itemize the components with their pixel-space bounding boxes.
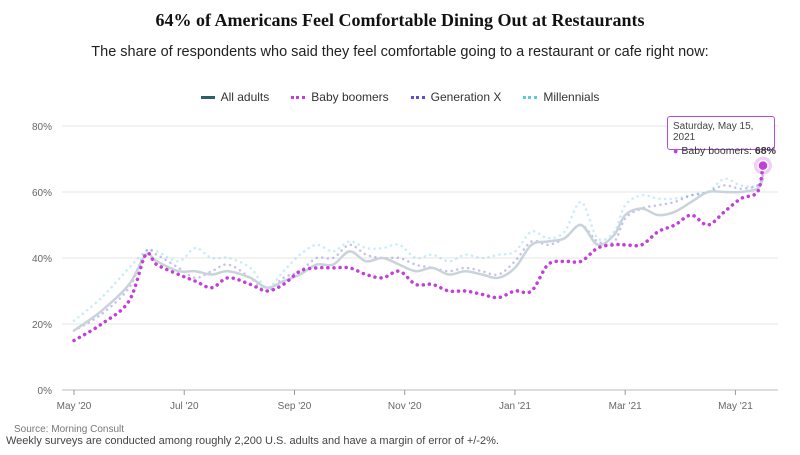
y-tick-label-0: 0% — [38, 386, 53, 397]
x-tick-label-6: May '21 — [718, 401, 753, 412]
y-tick-label-2: 40% — [32, 254, 52, 265]
x-tick-label-0: May '20 — [57, 401, 92, 412]
legend: All adults Baby boomers Generation X Mil… — [0, 90, 800, 104]
source-note: Source: Morning Consult — [14, 424, 125, 435]
axes: 0% 20% 40% 60% 80% May '20 Jul '20 Sep '20 Nov '… — [32, 122, 753, 412]
series-line-all-adults[interactable] — [72, 177, 765, 332]
legend-item-generation-x[interactable]: Generation X — [410, 90, 502, 104]
x-tick-label-5: Mar '21 — [609, 401, 642, 412]
legend-label-millennials: Millennials — [543, 90, 600, 104]
tooltip-date: Saturday, May 15, 2021 — [673, 121, 754, 143]
legend-swatch-millennials — [523, 95, 538, 99]
marker-group — [753, 156, 772, 175]
series-line-baby-boomers[interactable] — [72, 163, 765, 343]
footnote: Weekly surveys are conducted among rough… — [6, 435, 499, 447]
legend-swatch-generation-x — [410, 95, 425, 99]
legend-swatch-baby-boomers — [291, 95, 306, 99]
highlight-marker[interactable] — [757, 159, 769, 172]
series-line-millennials[interactable] — [72, 170, 765, 322]
tooltip-row: ● Baby boomers: 68% — [673, 145, 776, 157]
legend-item-all-adults[interactable]: All adults — [200, 90, 270, 104]
legend-item-millennials[interactable]: Millennials — [523, 90, 599, 104]
grid — [62, 125, 778, 391]
legend-item-baby-boomers[interactable]: Baby boomers — [291, 90, 389, 104]
x-tick-label-2: Sep '20 — [278, 401, 312, 412]
tooltip-label: Baby boomers: — [681, 145, 755, 157]
chart-subtitle: The share of respondents who said they f… — [91, 44, 709, 60]
y-tick-label-1: 20% — [32, 320, 52, 331]
tooltip: Saturday, May 15, 2021 ● Baby boomers: 6… — [667, 116, 776, 157]
x-tick-label-3: Nov '20 — [388, 401, 422, 412]
y-tick-label-4: 80% — [32, 122, 52, 133]
x-tick-label-1: Jul '20 — [170, 401, 199, 412]
x-tick-label-4: Jan '21 — [499, 401, 531, 412]
y-tick-label-3: 60% — [32, 188, 52, 199]
tooltip-value: 68% — [754, 145, 776, 157]
legend-label-baby-boomers: Baby boomers — [311, 90, 389, 104]
tooltip-dot-icon: ● — [673, 146, 679, 156]
chart-title: 64% of Americans Feel Comfortable Dining… — [155, 10, 645, 30]
series-group — [72, 163, 765, 343]
legend-label-generation-x: Generation X — [430, 90, 502, 104]
legend-label-all-adults: All adults — [220, 90, 270, 104]
legend-swatch-all-adults — [200, 95, 215, 99]
